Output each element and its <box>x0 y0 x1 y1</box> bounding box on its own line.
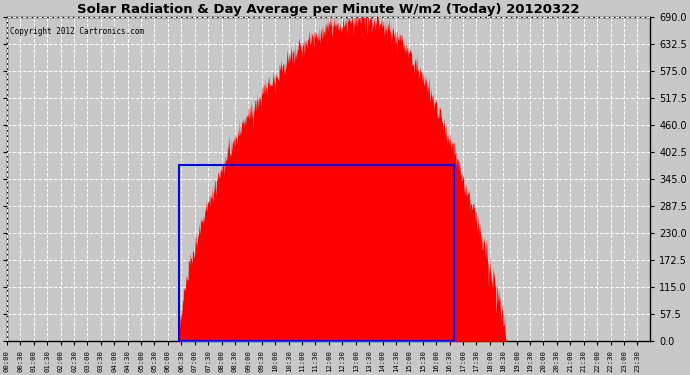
Bar <box>179 165 454 341</box>
Title: Solar Radiation & Day Average per Minute W/m2 (Today) 20120322: Solar Radiation & Day Average per Minute… <box>77 3 580 16</box>
Text: Copyright 2012 Cartronics.com: Copyright 2012 Cartronics.com <box>10 27 144 36</box>
